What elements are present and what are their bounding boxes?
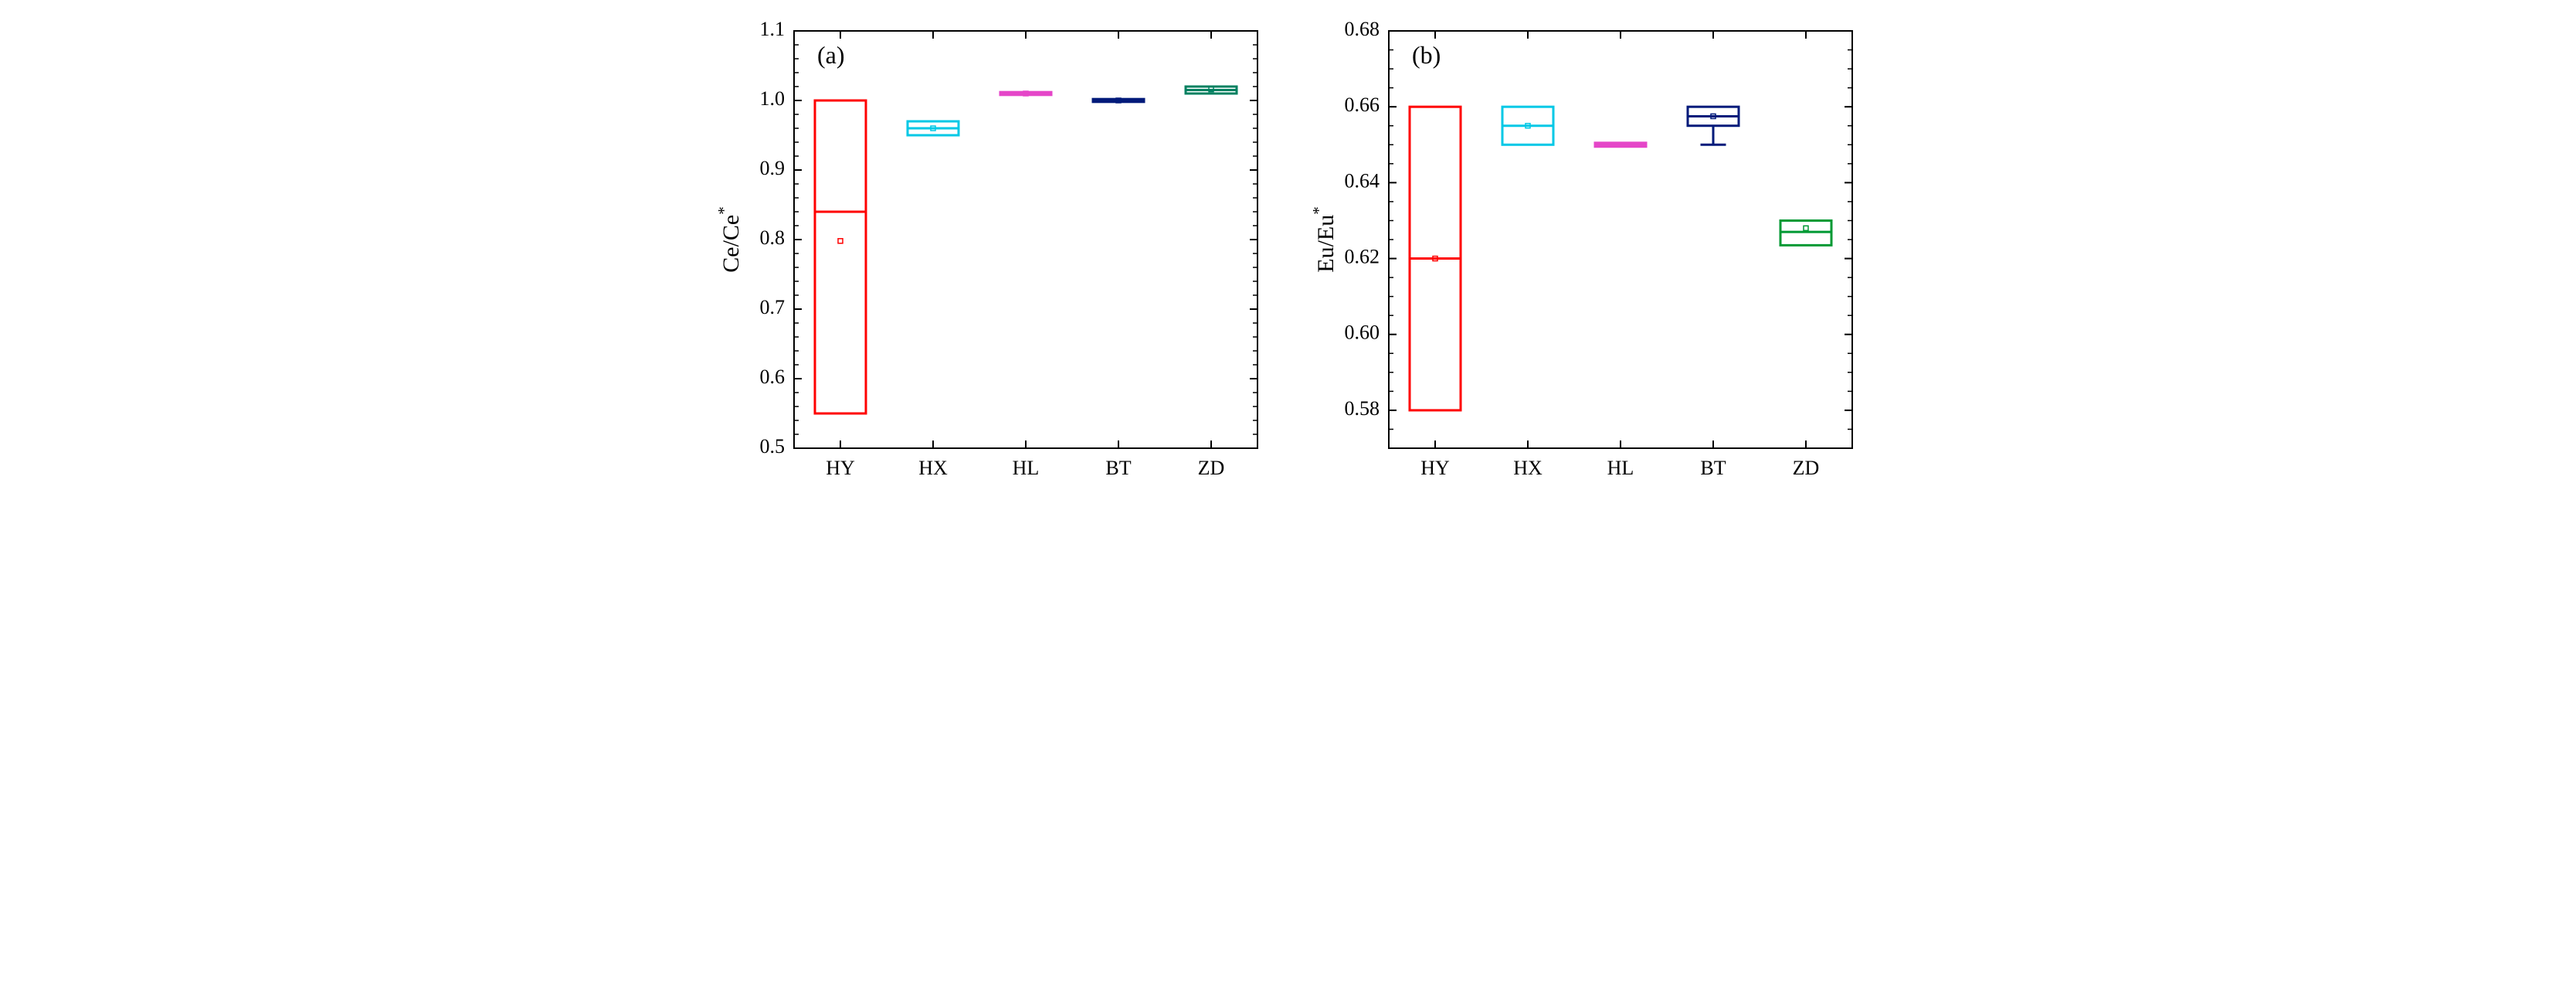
y-tick-label: 0.9 xyxy=(759,157,785,179)
x-category-label: HY xyxy=(826,457,855,479)
y-tick-label: 0.64 xyxy=(1344,169,1380,192)
y-tick-label: 0.6 xyxy=(759,366,785,388)
y-axis-label: Ce/Ce* xyxy=(714,206,744,273)
y-tick-label: 0.66 xyxy=(1344,94,1380,116)
y-axis-label: Eu/Eu* xyxy=(1309,206,1339,273)
y-tick-label: 0.68 xyxy=(1344,18,1380,40)
chart-b: 0.58 0.60 0.62 0.64 0.66 0.68 HY HX HL BT ZD Eu/Eu*… xyxy=(1304,15,1868,502)
y-tick-label: 0.60 xyxy=(1344,321,1380,344)
panel-b: 0.58 0.60 0.62 0.64 0.66 0.68 HY HX HL BT ZD Eu/Eu*… xyxy=(1304,15,1868,502)
y-tick-label: 0.62 xyxy=(1344,246,1380,268)
y-tick-label: 1.0 xyxy=(759,87,785,110)
x-category-label: ZD xyxy=(1197,457,1224,479)
figure-row: 0.5 0.6 0.7 0.8 0.9 1.0 1.1 HY HX HL BT ZD Ce/Ce* (a)… xyxy=(15,15,2561,502)
y-tick-label: 0.5 xyxy=(759,435,785,457)
y-tick-label: 0.8 xyxy=(759,226,785,249)
panel-a: 0.5 0.6 0.7 0.8 0.9 1.0 1.1 HY HX HL BT ZD Ce/Ce* (a) xyxy=(709,15,1273,502)
mean-marker xyxy=(1804,226,1808,230)
x-category-label: HX xyxy=(1513,457,1543,479)
x-category-label: HL xyxy=(1012,457,1039,479)
x-category-label: BT xyxy=(1700,457,1726,479)
x-category-label: HL xyxy=(1607,457,1634,479)
y-tick-label: 1.1 xyxy=(759,18,785,40)
y-tick-label: 0.58 xyxy=(1344,397,1380,420)
x-category-label: HX xyxy=(918,457,948,479)
x-category-label: ZD xyxy=(1792,457,1819,479)
panel-label: (b) xyxy=(1412,41,1441,69)
x-category-label: BT xyxy=(1105,457,1131,479)
mean-marker xyxy=(838,239,843,243)
boxplot-box xyxy=(815,100,866,413)
panel-label: (a) xyxy=(817,41,845,69)
y-tick-label: 0.7 xyxy=(759,296,785,318)
chart-a: 0.5 0.6 0.7 0.8 0.9 1.0 1.1 HY HX HL BT ZD Ce/Ce* (a) xyxy=(709,15,1273,502)
x-category-label: HY xyxy=(1420,457,1450,479)
